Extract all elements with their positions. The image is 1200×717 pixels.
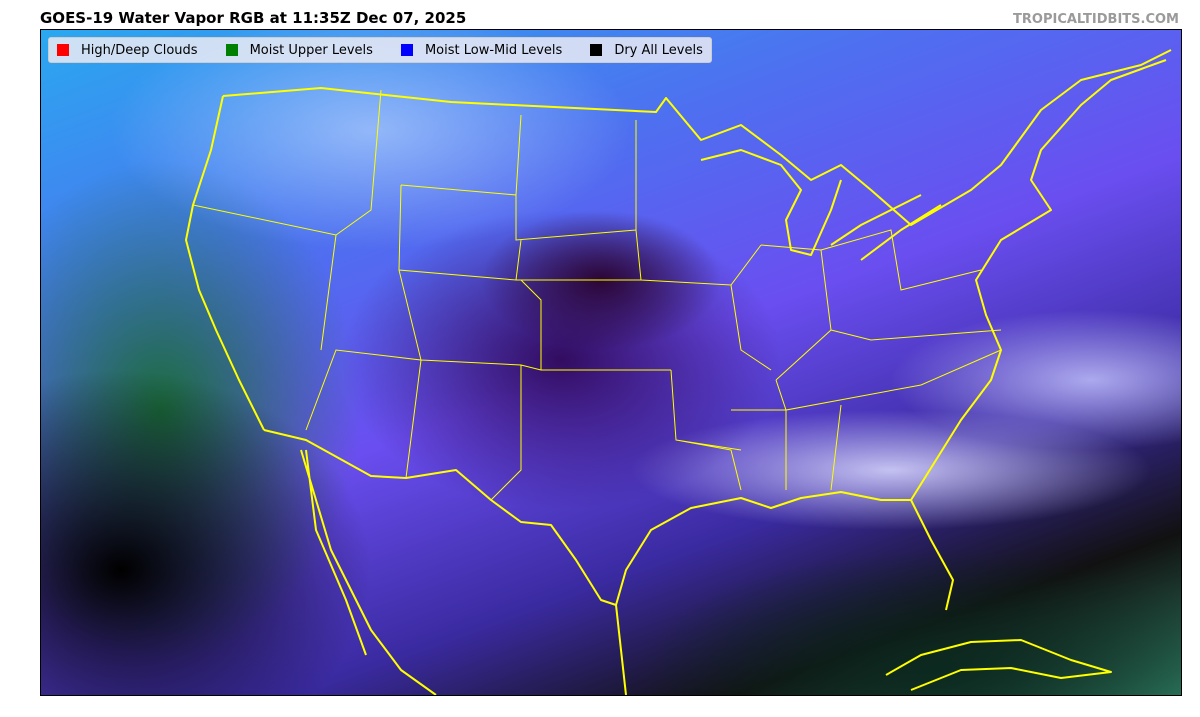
gulf-coast [615, 491, 954, 611]
great-lakes [700, 149, 942, 261]
red-swatch-icon [57, 44, 69, 56]
legend-item-moist-low-mid-levels: Moist Low-Mid Levels [400, 42, 563, 58]
east-coast [910, 59, 1167, 501]
us-mexico-border [263, 429, 617, 606]
cuba [885, 639, 1112, 691]
legend-label: Dry All Levels [614, 42, 703, 58]
mexico-gulf-coast [615, 604, 627, 695]
map-title: GOES-19 Water Vapor RGB at 11:35Z Dec 07… [40, 9, 467, 27]
legend-item-high-deep-clouds: High/Deep Clouds [57, 43, 198, 58]
legend-item-moist-upper-levels: Moist Upper Levels [225, 42, 373, 58]
satellite-map: High/Deep Clouds Moist Upper Levels Mois… [40, 29, 1182, 696]
us-north-border [222, 49, 1172, 226]
legend-label: Moist Upper Levels [249, 42, 373, 58]
blue-swatch-icon [400, 44, 413, 56]
legend-label: High/Deep Clouds [81, 42, 198, 58]
legend-item-dry-all-levels: Dry All Levels [590, 43, 703, 58]
legend: High/Deep Clouds Moist Upper Levels Mois… [48, 37, 712, 63]
state-lines [192, 89, 1002, 501]
green-swatch-icon [225, 44, 238, 56]
coastlines-borders [185, 49, 1172, 695]
boundaries-overlay [185, 49, 1172, 695]
site-credit: TROPICALTIDBITS.COM [1013, 12, 1179, 27]
black-swatch-icon [590, 44, 603, 56]
legend-label: Moist Low-Mid Levels [424, 42, 563, 58]
mexico-west-coast [300, 449, 437, 695]
us-west-coast [185, 95, 265, 431]
